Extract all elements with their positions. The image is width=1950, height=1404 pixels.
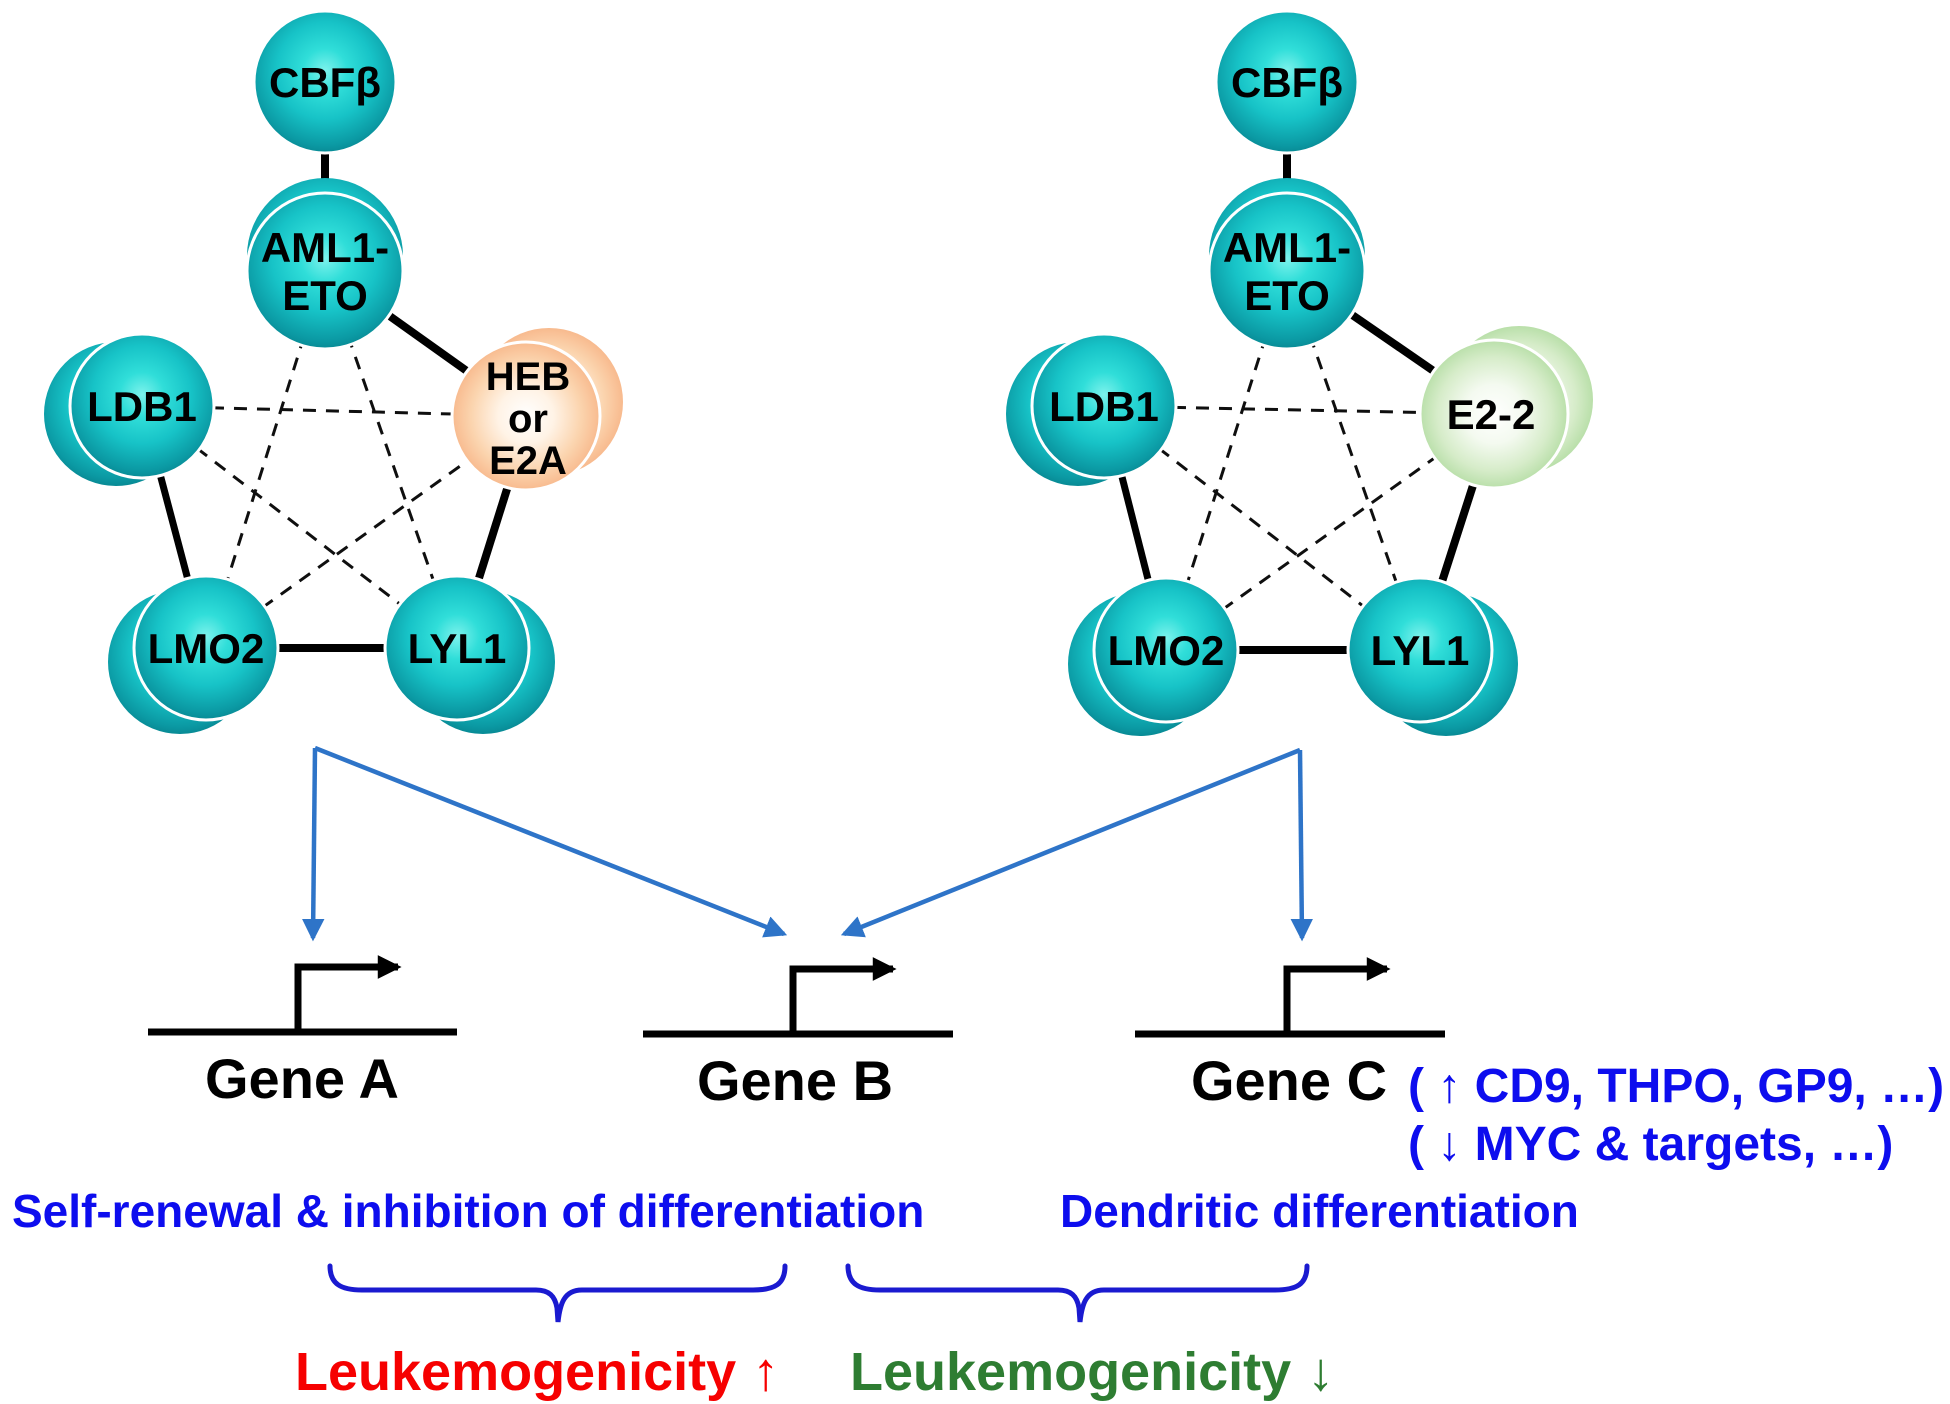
node-cbfb-right: CBFβ: [1214, 9, 1360, 155]
down-arrow-glyph: ↓: [1307, 1342, 1334, 1402]
gene-c-label: Gene C: [1191, 1049, 1387, 1112]
ldb1-label: LDB1: [87, 383, 197, 430]
lmo2-sphere-r: [1092, 576, 1240, 724]
node-ldb1-left: LDB1: [44, 332, 216, 486]
gene-c-promoter-arrow: [1283, 957, 1391, 1034]
aml1-eto-sphere-r: [1207, 191, 1367, 351]
heb-e2a-label-line3: E2A: [489, 439, 567, 483]
gene-a-promoter-arrow: [294, 955, 402, 1032]
node-lmo2-right: LMO2: [1068, 576, 1240, 736]
ldb1-sphere: [68, 332, 216, 480]
node-aml1-eto-right: AML1- ETO: [1207, 178, 1367, 351]
up-arrow-glyph: ↑: [752, 1342, 779, 1402]
lyl1-label-r: LYL1: [1371, 627, 1470, 674]
lyl1-sphere-r: [1346, 576, 1494, 724]
lyl1-sphere: [383, 574, 531, 722]
aml1-eto-label-line1: AML1-: [261, 224, 389, 271]
aml1-eto-label-line2-r: ETO: [1244, 272, 1330, 319]
cbfb-sphere-r: [1214, 9, 1360, 155]
cbfb-label-r: CBFβ: [1231, 59, 1343, 106]
lmo2-sphere: [132, 574, 280, 722]
heb-e2a-sphere: [450, 340, 602, 492]
gene-a: Gene A: [148, 955, 457, 1110]
e2-2-sphere: [1418, 338, 1570, 490]
node-lmo2-left: LMO2: [108, 574, 280, 734]
heb-e2a-label-line1: HEB: [486, 355, 570, 399]
node-cbfb-left: CBFβ: [252, 9, 398, 155]
leukemogenicity-up-text: Leukemogenicity ↑: [295, 1342, 779, 1402]
arrow-left-complex-to-gene-b: [314, 745, 788, 938]
cbfb-label: CBFβ: [269, 59, 381, 106]
lmo2-label: LMO2: [148, 625, 265, 672]
ldb1-label-r: LDB1: [1049, 383, 1159, 430]
cbfb-sphere: [252, 9, 398, 155]
arrow-right-complex-to-gene-b: [840, 747, 1301, 938]
node-lyl1-right: LYL1: [1346, 576, 1518, 736]
gene-b-label: Gene B: [697, 1049, 893, 1112]
aml1-eto-sphere: [245, 191, 405, 351]
gene-c: Gene C: [1135, 957, 1445, 1112]
brace-left: [327, 1263, 788, 1323]
complex-left: CBFβ AML1- ETO LDB1 HEB or E2A LMO2: [44, 9, 623, 734]
gene-c-downregulated-text: ( ↓ MYC & targets, …): [1408, 1118, 1893, 1171]
complex-right: CBFβ AML1- ETO LDB1 E2-2 LMO2 LYL1: [1006, 9, 1593, 736]
leukemogenicity-down-label: Leukemogenicity: [850, 1342, 1291, 1402]
heb-e2a-label-line2: or: [508, 397, 548, 441]
gene-a-label: Gene A: [205, 1047, 399, 1110]
arrow-right-complex-to-gene-c: [1290, 749, 1314, 942]
aml1-eto-label-line2: ETO: [282, 272, 368, 319]
arrow-left-complex-to-gene-a: [301, 747, 325, 942]
e2-2-label: E2-2: [1447, 391, 1536, 438]
outcome-left-text: Self-renewal & inhibition of differentia…: [12, 1185, 924, 1237]
brace-right: [845, 1263, 1310, 1323]
gene-b-promoter-arrow: [789, 957, 897, 1034]
gene-b: Gene B: [643, 957, 953, 1112]
node-heb-e2a: HEB or E2A: [450, 328, 623, 492]
leukemogenicity-up-label: Leukemogenicity: [295, 1342, 736, 1402]
lyl1-label: LYL1: [408, 625, 507, 672]
lmo2-label-r: LMO2: [1108, 627, 1225, 674]
ldb1-sphere-r: [1030, 332, 1178, 480]
aml1-eto-label-line1-r: AML1-: [1223, 224, 1351, 271]
outcome-right-text: Dendritic differentiation: [1060, 1185, 1579, 1237]
leukemogenicity-down-text: Leukemogenicity ↓: [850, 1342, 1334, 1402]
target-arrows: [301, 745, 1314, 942]
node-e2-2: E2-2: [1418, 326, 1593, 490]
node-ldb1-right: LDB1: [1006, 332, 1178, 486]
gene-c-upregulated-text: ( ↑ CD9, THPO, GP9, …): [1408, 1060, 1944, 1113]
node-aml1-eto-left: AML1- ETO: [245, 178, 405, 351]
node-lyl1-left: LYL1: [383, 574, 555, 734]
